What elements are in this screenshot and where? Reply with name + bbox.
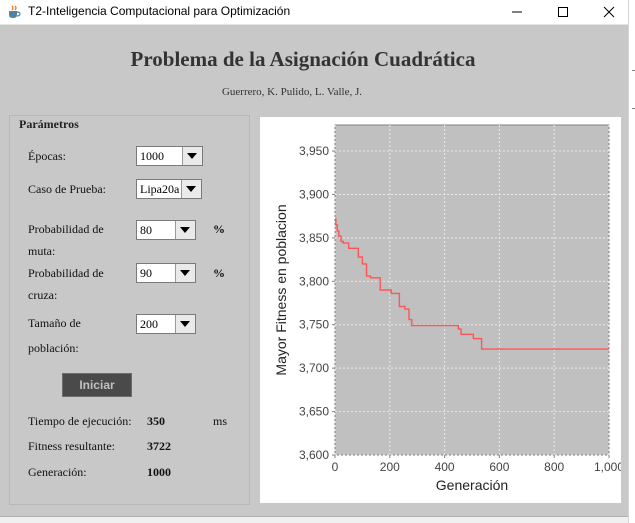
maximize-icon bbox=[558, 7, 568, 17]
window-edge bbox=[628, 0, 635, 523]
window-bottom-edge bbox=[0, 516, 628, 523]
edge-mark bbox=[632, 70, 635, 71]
chevron-down-icon bbox=[180, 270, 190, 276]
y-tick-label: 3,650 bbox=[299, 405, 329, 419]
mutation-label: Probabilidad de bbox=[28, 222, 104, 236]
execution-time-label: Tiempo de ejecución: bbox=[28, 414, 132, 428]
generation-label: Generación: bbox=[28, 465, 87, 479]
crossover-label-2: cruza: bbox=[28, 288, 58, 302]
title-bar: T2-Inteligencia Computacional para Optim… bbox=[0, 0, 628, 25]
minimize-button[interactable] bbox=[494, 0, 540, 24]
epochs-combo[interactable]: 1000 bbox=[136, 146, 203, 166]
mutation-value: 80 bbox=[140, 223, 152, 237]
chevron-down-icon bbox=[180, 321, 190, 327]
fitness-value: 3722 bbox=[147, 439, 171, 453]
y-tick-label: 3,800 bbox=[299, 274, 329, 288]
y-axis-label: Mayor Fitness en poblacion bbox=[273, 204, 289, 375]
chevron-down-icon bbox=[186, 186, 196, 192]
y-tick-label: 3,900 bbox=[299, 187, 329, 201]
population-label: Tamaño de bbox=[28, 316, 81, 330]
fitness-series-line bbox=[335, 218, 609, 350]
test-case-label: Caso de Prueba: bbox=[28, 182, 106, 196]
x-tick-label: 400 bbox=[435, 460, 455, 474]
population-value: 200 bbox=[140, 317, 158, 331]
x-tick-label: 0 bbox=[332, 460, 339, 474]
y-tick-label: 3,700 bbox=[299, 361, 329, 375]
population-dropdown-button[interactable] bbox=[175, 315, 195, 333]
y-tick-label: 3,600 bbox=[299, 448, 329, 462]
y-tick-label: 3,750 bbox=[299, 318, 329, 332]
crossover-dropdown-button[interactable] bbox=[175, 264, 195, 282]
mutation-label-2: muta: bbox=[28, 244, 56, 258]
y-tick-label: 3,850 bbox=[299, 231, 329, 245]
mutation-unit: % bbox=[213, 222, 225, 236]
epochs-value: 1000 bbox=[140, 149, 164, 163]
population-combo[interactable]: 200 bbox=[136, 314, 196, 334]
x-tick-label: 1,000 bbox=[594, 460, 621, 474]
crossover-value: 90 bbox=[140, 266, 152, 280]
epochs-label: Épocas: bbox=[28, 149, 66, 163]
test-case-dropdown-button[interactable] bbox=[181, 180, 201, 198]
mutation-dropdown-button[interactable] bbox=[175, 221, 195, 239]
chevron-down-icon bbox=[187, 153, 197, 159]
test-case-combo[interactable]: Lipa20a bbox=[136, 179, 202, 199]
generation-value: 1000 bbox=[147, 465, 171, 479]
plot-area bbox=[334, 124, 610, 456]
fitness-chart: 3,600 3,650 3,700 3,750 3,800 3,850 3,900 3,950… bbox=[260, 117, 621, 503]
execution-time-value: 350 bbox=[147, 414, 165, 428]
x-tick-label: 200 bbox=[380, 460, 400, 474]
epochs-dropdown-button[interactable] bbox=[182, 147, 202, 165]
close-button[interactable] bbox=[586, 0, 632, 24]
minimize-icon bbox=[512, 11, 522, 13]
mutation-combo[interactable]: 80 bbox=[136, 220, 196, 240]
x-tick-label: 800 bbox=[544, 460, 564, 474]
chart-svg: 3,600 3,650 3,700 3,750 3,800 3,850 3,900 3,950… bbox=[273, 124, 621, 493]
java-cup-icon bbox=[9, 5, 21, 18]
close-icon bbox=[603, 6, 615, 18]
population-label-2: población: bbox=[28, 341, 79, 355]
main-panel: Problema de la Asignación Cuadrática Gue… bbox=[0, 25, 628, 516]
test-case-value: Lipa20a bbox=[140, 182, 180, 196]
start-button-label: Iniciar bbox=[79, 378, 115, 392]
y-tick-label: 3,950 bbox=[299, 144, 329, 158]
parameters-title: Parámetros bbox=[19, 117, 79, 131]
crossover-unit: % bbox=[213, 266, 225, 280]
crossover-combo[interactable]: 90 bbox=[136, 263, 196, 283]
authors: Guerrero, K. Pulido, L. Valle, J. bbox=[221, 86, 363, 98]
chevron-down-icon bbox=[180, 227, 190, 233]
execution-time-unit: ms bbox=[213, 414, 228, 428]
window-title: T2-Inteligencia Computacional para Optim… bbox=[28, 4, 291, 18]
fitness-label: Fitness resultante: bbox=[28, 439, 115, 453]
start-button[interactable]: Iniciar bbox=[62, 373, 132, 397]
crossover-label: Probabilidad de bbox=[28, 266, 104, 280]
edge-mark bbox=[632, 108, 635, 109]
x-axis-label: Generación bbox=[436, 477, 508, 493]
maximize-button[interactable] bbox=[540, 0, 586, 24]
parameters-panel bbox=[9, 115, 250, 505]
page-title: Problema de la Asignación Cuadrática bbox=[130, 47, 476, 71]
x-tick-label: 600 bbox=[489, 460, 509, 474]
